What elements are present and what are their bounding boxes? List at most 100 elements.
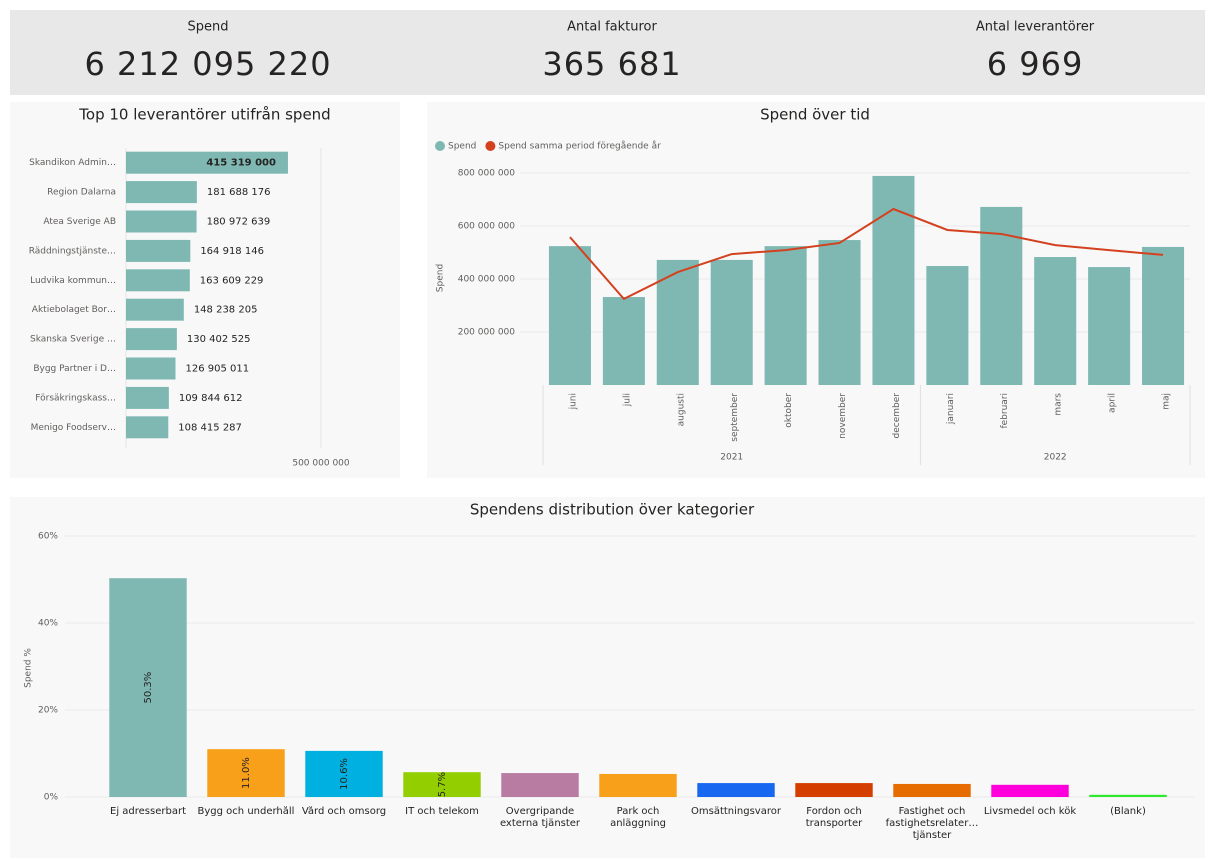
bar bbox=[697, 783, 775, 797]
y-tick-label: Bygg Partner i D… bbox=[33, 364, 116, 374]
y-tick-label: Skandikon Admin… bbox=[29, 158, 116, 168]
x-tick-label-box: Livsmedel och kök bbox=[983, 806, 1077, 817]
legend-swatch bbox=[435, 141, 445, 151]
chart-title: Spend över tid bbox=[760, 106, 870, 124]
x-tick-label: (Blank) bbox=[1110, 806, 1146, 817]
bar bbox=[403, 772, 481, 797]
bar bbox=[872, 175, 915, 385]
bar bbox=[126, 416, 169, 439]
bar bbox=[1088, 267, 1131, 385]
data-label: 163 609 229 bbox=[200, 275, 264, 286]
bar bbox=[126, 269, 190, 292]
kpi-band bbox=[10, 10, 1205, 95]
bar bbox=[656, 259, 699, 385]
x-tick-label-box: Bygg och underhåll bbox=[197, 806, 295, 817]
x-tick-label: oktober bbox=[784, 393, 794, 428]
bar bbox=[818, 240, 861, 385]
x-tick-label-box: Fastighet och fastighetsrelater… tjänste… bbox=[885, 806, 979, 841]
x-tick-label: februari bbox=[1000, 393, 1010, 429]
x-tick-label: juli bbox=[622, 393, 632, 407]
data-label: 109 844 612 bbox=[179, 393, 243, 404]
x-tick-label: Livsmedel och kök bbox=[983, 806, 1077, 817]
legend-label: Spend samma period föregående år bbox=[498, 141, 661, 152]
y-tick-label: 600 000 000 bbox=[458, 222, 516, 232]
x-tick-label: Fastighet och fastighetsrelater… tjänste… bbox=[885, 806, 979, 841]
kpi-label: Antal leverantörer bbox=[976, 20, 1095, 35]
bar bbox=[126, 151, 288, 174]
data-label: 415 319 000 bbox=[206, 158, 276, 169]
bar bbox=[126, 181, 197, 204]
bar bbox=[501, 773, 579, 797]
bar bbox=[126, 328, 177, 351]
x-tick-label: januari bbox=[946, 393, 956, 425]
data-label: 5.7% bbox=[437, 772, 448, 797]
chart-title: Spendens distribution över kategorier bbox=[470, 501, 755, 519]
x-tick-label: september bbox=[730, 393, 740, 442]
x-tick-label: augusti bbox=[676, 393, 686, 426]
x-tick-label: IT och telekom bbox=[405, 806, 479, 817]
y-tick-label: Region Dalarna bbox=[47, 188, 116, 198]
bar bbox=[126, 386, 169, 409]
bar bbox=[126, 357, 176, 380]
y-tick-label: 400 000 000 bbox=[458, 275, 516, 285]
x-tick-label: Bygg och underhåll bbox=[197, 806, 295, 817]
x-tick-label-box: IT och telekom bbox=[405, 806, 479, 817]
bar bbox=[1034, 257, 1077, 385]
x-tick-label: november bbox=[838, 393, 848, 439]
bar bbox=[710, 259, 753, 385]
kpi-value: 365 681 bbox=[542, 45, 681, 83]
y-tick-label: Räddningstjänste… bbox=[29, 246, 116, 256]
y-tick-label: 0% bbox=[44, 793, 59, 803]
chart-title: Top 10 leverantörer utifrån spend bbox=[78, 106, 330, 124]
bar bbox=[109, 578, 187, 797]
bar bbox=[207, 749, 285, 797]
x-tick-label: 500 000 000 bbox=[292, 459, 350, 469]
bar bbox=[126, 239, 191, 262]
bar bbox=[1142, 246, 1185, 385]
x-tick-label-box: Omsättningsvaror bbox=[691, 806, 781, 817]
y-tick-label: Atea Sverige AB bbox=[43, 217, 116, 227]
x-tick-label-box: Fordon och transporter bbox=[806, 806, 862, 829]
data-label: 126 905 011 bbox=[185, 364, 249, 375]
bar bbox=[548, 246, 591, 385]
data-label: 130 402 525 bbox=[187, 334, 251, 345]
kpi-value: 6 969 bbox=[987, 45, 1084, 83]
x-tick-label: mars bbox=[1054, 393, 1064, 416]
group-label: 2022 bbox=[1044, 453, 1067, 463]
group-label: 2021 bbox=[720, 453, 743, 463]
x-tick-label: maj bbox=[1162, 393, 1172, 410]
data-label: 180 972 639 bbox=[207, 217, 271, 228]
kpi-label: Antal fakturor bbox=[567, 20, 657, 35]
x-tick-label: december bbox=[892, 393, 902, 439]
x-tick-label: Övergripande externa tjänster bbox=[499, 806, 581, 829]
panel bbox=[10, 497, 1205, 858]
y-axis-label: Spend % bbox=[24, 648, 34, 688]
y-axis-label: Spend bbox=[436, 264, 446, 292]
bar bbox=[305, 750, 383, 797]
y-tick-label: 20% bbox=[38, 706, 58, 716]
bar bbox=[991, 784, 1069, 797]
x-tick-label-box: Vård och omsorg bbox=[301, 806, 387, 817]
x-tick-label-box: Ej adresserbart bbox=[110, 806, 186, 817]
x-tick-label: Omsättningsvaror bbox=[691, 806, 781, 817]
x-tick-label: april bbox=[1108, 393, 1118, 413]
legend-label: Spend bbox=[448, 142, 476, 152]
bar bbox=[795, 783, 873, 797]
y-tick-label: 40% bbox=[38, 619, 58, 629]
y-tick-label: Menigo Foodserv… bbox=[31, 423, 116, 433]
bar bbox=[764, 246, 807, 385]
x-tick-label: Vård och omsorg bbox=[301, 806, 387, 817]
y-tick-label: Försäkringskass… bbox=[35, 393, 116, 403]
data-label: 108 415 287 bbox=[178, 422, 242, 433]
y-tick-label: Skanska Sverige … bbox=[30, 335, 116, 345]
x-tick-label-box: Övergripande externa tjänster bbox=[499, 806, 581, 829]
line bbox=[569, 207, 1164, 301]
legend-swatch bbox=[485, 141, 496, 151]
kpi-value: 6 212 095 220 bbox=[84, 45, 331, 83]
data-label: 148 238 205 bbox=[194, 305, 258, 316]
bar bbox=[1089, 794, 1167, 797]
y-tick-label: 200 000 000 bbox=[458, 328, 516, 338]
bar bbox=[602, 297, 645, 385]
